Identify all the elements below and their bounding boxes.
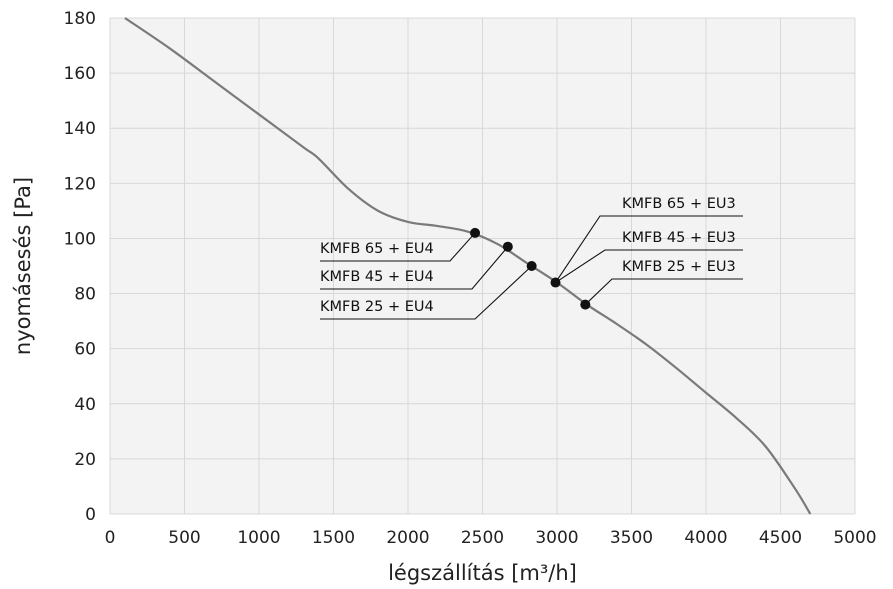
grid	[109, 17, 856, 515]
point-annotations: KMFB 65 + EU4 KMFB 45 + EU4 KMFB 25 + EU4 K…	[320, 196, 743, 320]
x-tick-label: 2500	[461, 528, 504, 548]
y-tick-label: 160	[64, 64, 96, 84]
x-tick-label: 5000	[833, 528, 876, 548]
y-tick-label: 100	[64, 229, 96, 249]
annotation-leader	[320, 246, 509, 290]
operating-point-marker	[550, 277, 561, 288]
pressure-curve	[124, 17, 812, 515]
x-tick-label: 3500	[610, 528, 653, 548]
operating-point-marker	[470, 227, 481, 238]
x-tick-label: 2000	[386, 528, 429, 548]
annotation-leader	[584, 278, 743, 305]
y-tick-label: 180	[64, 9, 96, 29]
annotation-label: KMFB 65 + EU3	[622, 196, 736, 212]
x-tick-label: 3000	[535, 528, 578, 548]
y-tick-label: 80	[74, 285, 96, 305]
annotation-label: KMFB 45 + EU3	[622, 230, 736, 246]
annotation-leader	[555, 215, 743, 283]
y-tick-label: 40	[74, 395, 96, 415]
annotation-label: KMFB 25 + EU3	[622, 259, 736, 275]
x-tick-label: 500	[168, 528, 200, 548]
annotation-leader	[320, 265, 533, 320]
y-tick-label: 60	[74, 340, 96, 360]
x-tick-labels: 0 500 1000 1500 2000 2500 3000 3500 4000 4500 5000	[105, 528, 877, 548]
operating-point-marker	[502, 241, 513, 252]
x-tick-label: 4000	[684, 528, 727, 548]
x-tick-label: 1000	[237, 528, 280, 548]
annotation-label: KMFB 45 + EU4	[320, 269, 434, 285]
annotation-label: KMFB 65 + EU4	[320, 241, 434, 257]
y-tick-labels: 0 20 40 60 80 100 120 140 160 180	[64, 9, 96, 525]
y-axis-label: nyomásesés [Pa]	[11, 177, 35, 355]
operating-point-marker	[526, 261, 537, 271]
annotation-leader	[555, 249, 743, 283]
operating-point-marker	[580, 299, 591, 310]
annotation-leader	[320, 232, 476, 262]
annotation-label: KMFB 25 + EU4	[320, 299, 434, 315]
x-axis-label: légszállítás [m³/h]	[388, 561, 577, 585]
x-tick-label: 0	[105, 528, 116, 548]
y-tick-label: 0	[85, 505, 96, 525]
x-tick-label: 1500	[312, 528, 355, 548]
y-tick-label: 20	[74, 450, 96, 470]
x-tick-label: 4500	[759, 528, 802, 548]
y-tick-label: 120	[64, 174, 96, 194]
y-tick-label: 140	[64, 119, 96, 139]
